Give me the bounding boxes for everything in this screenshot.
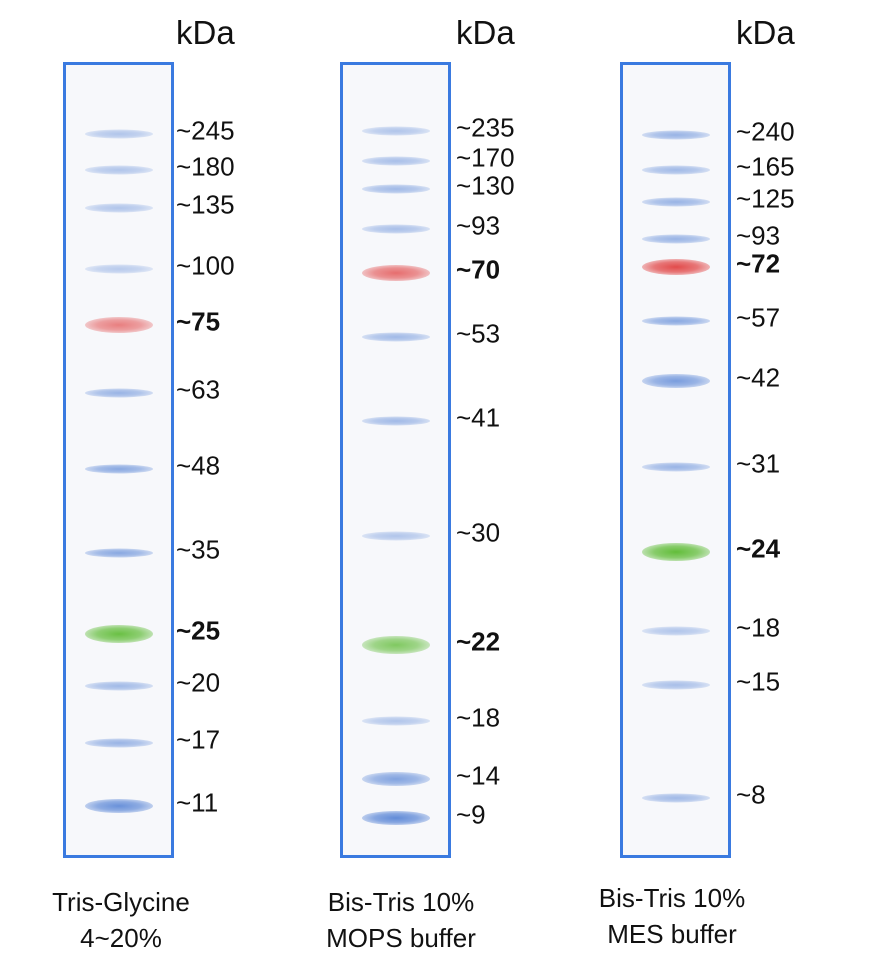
gel-band-blue <box>641 234 710 244</box>
lane-caption: Bis-Tris 10% MOPS buffer <box>296 884 506 956</box>
mw-label: ~100 <box>176 250 235 281</box>
caption-line-2: MES buffer <box>607 919 737 949</box>
gel-band-green <box>641 543 710 561</box>
gel-band-blue <box>641 462 710 472</box>
mw-label: ~42 <box>736 362 781 393</box>
mw-label: ~14 <box>456 760 501 791</box>
mw-label: ~22 <box>456 626 501 657</box>
gel-band-red <box>361 265 430 281</box>
gel-band-red <box>641 259 710 275</box>
gel-band-blue <box>361 126 430 136</box>
gel-band-blue <box>84 203 153 213</box>
gel-band-blue <box>641 130 710 140</box>
mw-label: ~18 <box>736 612 781 643</box>
gel-band-blue <box>361 531 430 541</box>
gel-band-blue <box>641 197 710 207</box>
gel-band-blue <box>641 165 710 175</box>
gel-band-blue <box>361 156 430 166</box>
mw-label: ~165 <box>736 151 795 182</box>
mw-label: ~75 <box>176 306 221 337</box>
mw-label: ~15 <box>736 666 781 697</box>
caption-line-1: Tris-Glycine <box>52 887 190 917</box>
mw-label: ~20 <box>176 667 221 698</box>
mw-label: ~17 <box>176 724 221 755</box>
ladder-panel-mes: kDa ~240 ~165 ~125 ~93 ~72 ~57 ~42 ~31 ~24 ~18 ~15… <box>584 0 876 970</box>
mw-label: ~93 <box>456 210 501 241</box>
gel-band-blue <box>84 165 153 175</box>
mw-label: ~180 <box>176 151 235 182</box>
gel-band-blue <box>361 184 430 194</box>
gel-band-blue <box>361 772 430 786</box>
unit-label: kDa <box>176 14 235 51</box>
gel-lane <box>63 62 174 858</box>
mw-label: ~8 <box>736 779 766 810</box>
ladder-panel-tris-glycine: kDa ~245 ~180 ~135 ~100 ~75 ~63 ~48 ~35 ~25 ~20 ~1… <box>0 0 292 970</box>
gel-band-blue <box>84 464 153 474</box>
gel-band-blue <box>84 681 153 691</box>
mw-label: ~53 <box>456 318 501 349</box>
caption-line-1: Bis-Tris 10% <box>327 887 475 917</box>
mw-label: ~235 <box>456 112 515 143</box>
caption-line-2: 4~20% <box>80 923 162 953</box>
gel-band-blue <box>361 716 430 726</box>
lane-caption: Tris-Glycine 4~20% <box>18 884 224 956</box>
gel-band-blue <box>361 811 430 825</box>
gel-band-blue <box>84 799 153 813</box>
caption-line-2: MOPS buffer <box>326 923 476 953</box>
mw-label: ~11 <box>176 787 219 818</box>
gel-band-blue <box>361 224 430 234</box>
gel-band-blue <box>84 548 153 558</box>
mw-label: ~48 <box>176 450 221 481</box>
gel-band-green <box>361 636 430 654</box>
mw-label: ~63 <box>176 374 221 405</box>
mw-label: ~41 <box>456 402 501 433</box>
ladder-panel-mops: kDa ~235 ~170 ~130 ~93 ~70 ~53 ~41 ~30 ~22 ~18 ~14… <box>292 0 584 970</box>
gel-band-blue <box>641 626 710 636</box>
mw-label: ~130 <box>456 170 515 201</box>
mw-label: ~170 <box>456 142 515 173</box>
gel-band-green <box>84 625 153 643</box>
mw-label: ~30 <box>456 517 501 548</box>
unit-label: kDa <box>456 14 515 51</box>
mw-label: ~72 <box>736 248 781 279</box>
mw-label: ~70 <box>456 254 501 285</box>
mw-label: ~9 <box>456 799 486 830</box>
mw-label: ~18 <box>456 702 501 733</box>
mw-label: ~245 <box>176 115 235 146</box>
gel-band-blue <box>641 316 710 326</box>
mw-label: ~57 <box>736 302 781 333</box>
mw-label: ~135 <box>176 189 235 220</box>
lane-caption: Bis-Tris 10% MES buffer <box>576 880 768 952</box>
gel-lane <box>620 62 731 858</box>
gel-band-blue <box>84 738 153 748</box>
mw-label: ~31 <box>736 448 781 479</box>
unit-label: kDa <box>736 14 795 51</box>
gel-band-blue <box>641 793 710 803</box>
gel-band-blue <box>84 264 153 274</box>
gel-band-blue <box>361 416 430 426</box>
mw-label: ~125 <box>736 183 795 214</box>
mw-label: ~93 <box>736 220 781 251</box>
gel-band-blue <box>641 374 710 388</box>
mw-label: ~240 <box>736 116 795 147</box>
gel-band-red <box>84 317 153 333</box>
mw-label: ~24 <box>736 533 781 564</box>
gel-band-blue <box>84 129 153 139</box>
gel-band-blue <box>84 388 153 398</box>
gel-band-blue <box>641 680 710 690</box>
mw-label: ~35 <box>176 534 221 565</box>
mw-label: ~25 <box>176 615 221 646</box>
caption-line-1: Bis-Tris 10% <box>598 883 746 913</box>
gel-band-blue <box>361 332 430 342</box>
gel-lane <box>340 62 451 858</box>
